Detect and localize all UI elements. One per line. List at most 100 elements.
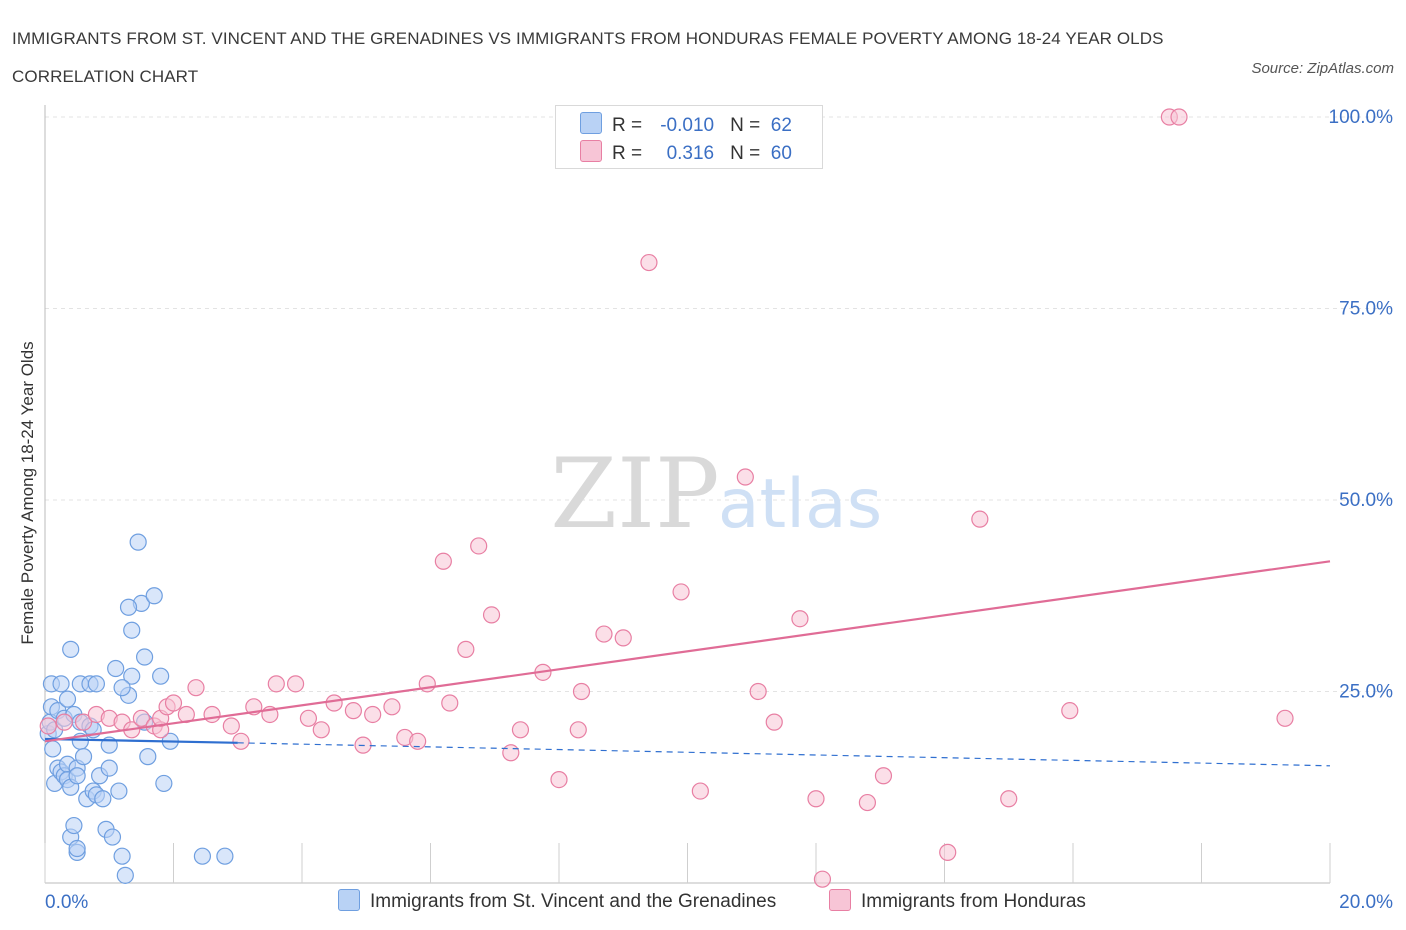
legend-n-value: 60 [770,143,792,164]
blue-data-point [113,847,131,865]
blue-data-point [65,816,83,835]
pink-data-point [232,732,250,750]
blue-data-point [155,774,173,793]
legend-swatch-pink [580,140,602,162]
pink-data-point [187,679,205,697]
pink-data-point [1170,108,1188,126]
blue-data-point [100,759,118,777]
legend-row-blue: R = -0.010 N = 62 [580,112,792,136]
pink-data-point [640,253,658,272]
legend-n-value: 62 [770,115,792,136]
blue-data-point [152,667,170,685]
blue-trend-line [44,737,238,744]
pink-data-point [858,793,877,812]
pink-data-point [344,702,362,720]
pink-data-point [364,705,382,724]
legend-item-honduras: Immigrants from Honduras [829,889,1086,915]
pink-data-point [383,698,401,716]
blue-data-point [94,790,112,808]
pink-data-point [55,713,73,731]
pink-data-point [267,675,285,693]
legend-swatch-blue [338,889,360,911]
pink-data-point [470,537,488,555]
blue-data-point [44,740,62,758]
blue-data-point [68,767,86,785]
pink-data-point [203,705,221,724]
pink-data-point [434,552,452,570]
pink-data-point [457,640,475,658]
correlation-legend: R = -0.010 N = 62 R = 0.316 N = 60 [555,105,823,169]
legend-n-label: N = [730,115,761,136]
pink-data-point [791,610,809,628]
chart-title: IMMIGRANTS FROM ST. VINCENT AND THE GREN… [12,29,1164,86]
blue-data-point [68,839,86,858]
blue-data-point [113,679,131,697]
blue-trend-line-extension [237,742,1331,767]
pink-data-point [286,675,305,693]
legend-label-honduras: Immigrants from Honduras [861,891,1086,912]
pink-trend-line [44,560,1331,743]
pink-data-point [502,744,520,762]
pink-data-point [595,625,613,643]
pink-data-point [765,713,783,731]
watermark: ZIP atlas [550,438,882,550]
pink-data-point [1061,702,1079,720]
blue-data-point [110,782,128,800]
pink-data-point [132,709,150,727]
blue-data-point [74,748,93,766]
pink-data-point [299,709,318,727]
tick-label-layer: 25.0% 50.0% 75.0% 100.0% 0.0% 20.0% [45,107,1393,913]
series-legend: Immigrants from St. Vincent and the Gren… [0,889,1406,915]
blue-data-point [123,621,141,639]
legend-row-pink: R = 0.316 N = 60 [580,140,792,164]
pink-data-point [39,717,57,735]
pink-data-point [74,713,93,731]
legend-n-label: N = [730,143,761,164]
pink-data-point [672,583,690,601]
pink-data-point [409,732,427,750]
legend-r-label: R = [612,115,643,136]
blue-data-point [107,659,125,678]
pink-data-point [572,682,591,701]
pink-data-point [691,782,709,800]
blue-data-point [129,533,147,551]
legend-r-value: -0.010 [660,115,715,136]
blue-data-point [123,667,141,685]
pink-data-point [813,870,832,888]
pink-data-point [736,468,754,486]
source-label: Source: ZipAtlas.com [1251,60,1394,77]
pink-data-point [312,721,330,739]
legend-item-st-vincent: Immigrants from St. Vincent and the Gren… [338,889,776,915]
legend-swatch-blue [580,112,602,134]
blue-data-point [62,640,80,658]
x-tick-label: 20.0% [1339,892,1393,913]
pink-data-point [482,606,501,624]
pink-data-point [749,682,767,701]
y-tick-label: 100.0% [1329,107,1394,128]
blue-data-point [103,828,122,846]
x-tick-label: 0.0% [45,892,88,913]
pink-data-point [569,721,587,739]
blue-data-point [216,847,234,865]
pink-data-point [1276,709,1294,727]
legend-label-st-vincent: Immigrants from St. Vincent and the Gren… [370,891,777,912]
pink-data-point [807,790,825,808]
blue-data-point [145,587,163,605]
legend-r-value: 0.316 [666,143,715,164]
pink-data-point [1000,790,1018,808]
pink-data-point [550,770,568,789]
pink-data-point [614,629,632,647]
blue-data-point [116,866,134,884]
blue-data-point [193,847,212,865]
pink-data-point [971,510,989,528]
blue-data-point [52,675,70,693]
pink-data-point [441,694,459,712]
y-tick-label: 50.0% [1339,490,1393,511]
blue-data-point [139,748,157,766]
grid-layer [45,116,1392,692]
trend-layer [44,560,1331,767]
blue-data-point [58,690,77,708]
pink-data-point [511,721,530,739]
watermark-zip: ZIP [550,438,719,550]
blue-data-point [87,675,106,693]
